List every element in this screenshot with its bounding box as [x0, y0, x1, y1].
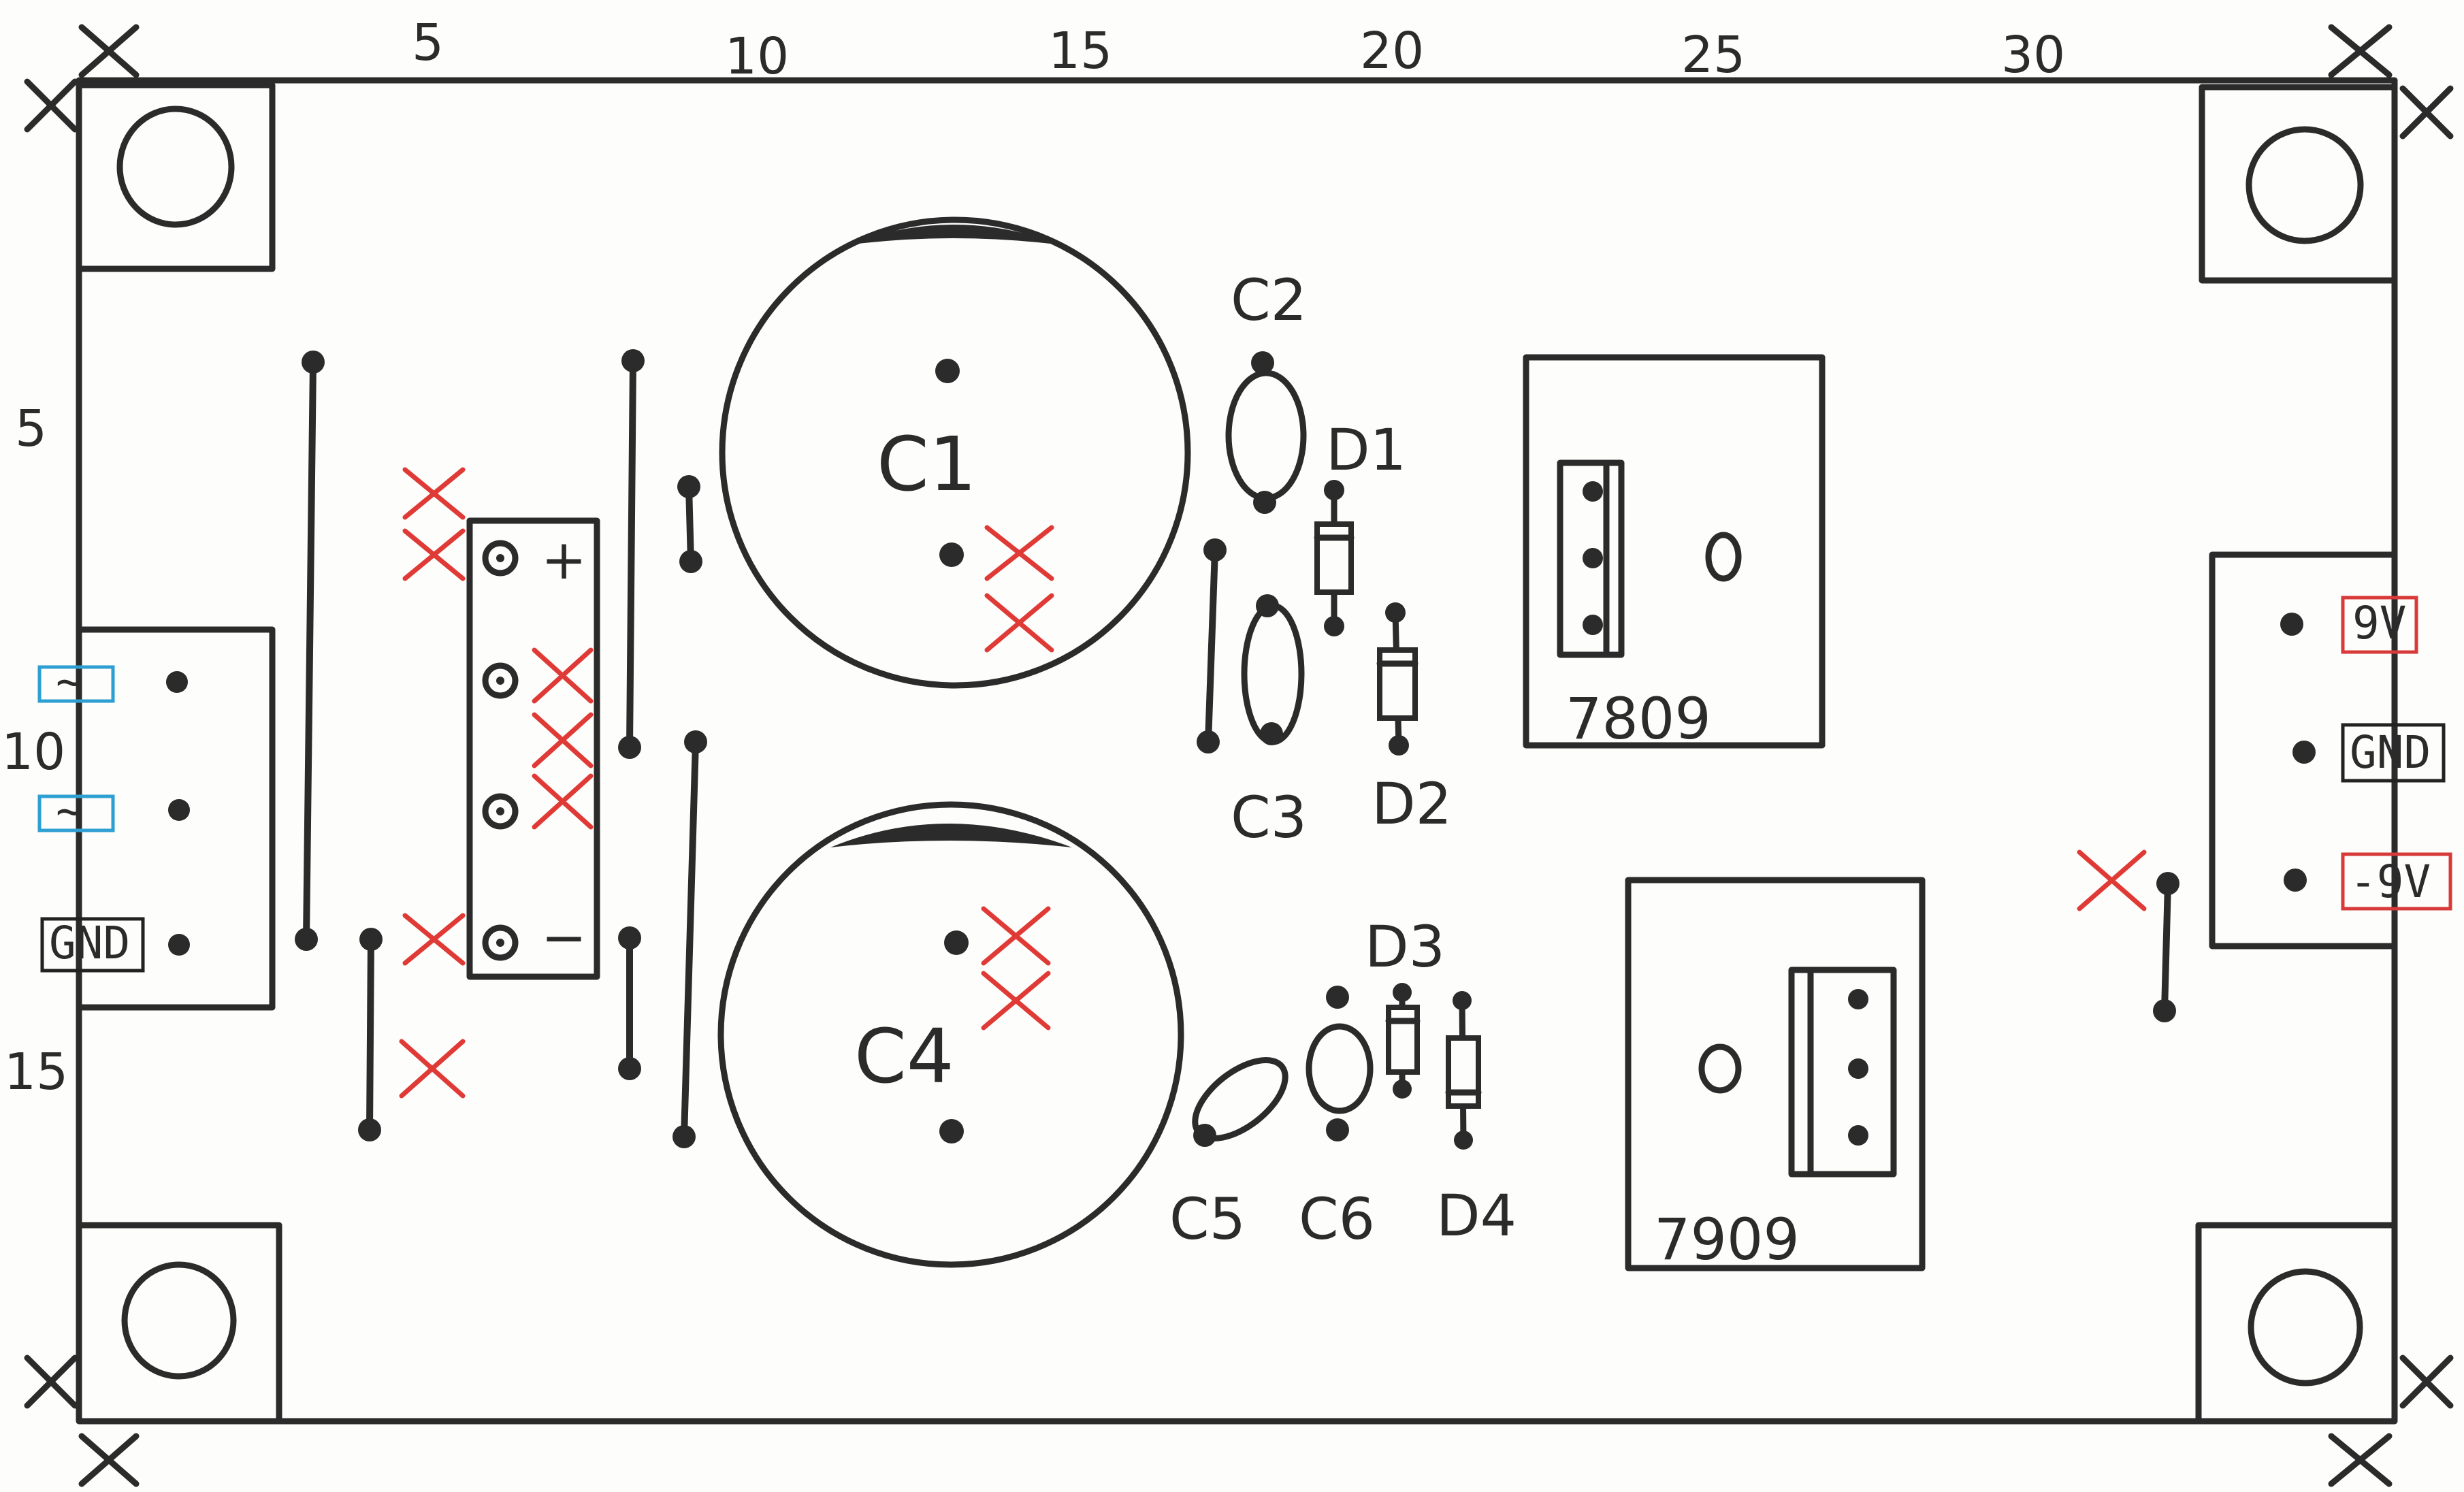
- input-ac2-tag: ~: [37, 785, 115, 837]
- diode-d3-label: D3: [1365, 913, 1445, 980]
- output-9v-tag: 9V: [2341, 596, 2418, 654]
- input-ac2-label: ~: [56, 785, 83, 837]
- ruler-left-15: 15: [4, 1043, 68, 1101]
- input-gnd-tag: GND: [40, 917, 145, 973]
- diode-d4: D4: [1436, 991, 1517, 1249]
- capacitor-c2-label: C2: [1231, 267, 1307, 334]
- output-neg9v-tag: -9V: [2341, 852, 2452, 911]
- capacitor-c4-label: C4: [854, 1013, 954, 1100]
- regulator-7909-label: 7909: [1654, 1206, 1800, 1273]
- capacitor-c2: C2: [1225, 267, 1307, 514]
- output-9v-label: 9V: [2352, 597, 2406, 649]
- bridge-rectifier: + −: [466, 517, 600, 980]
- capacitor-c3-label: C3: [1231, 784, 1307, 851]
- ruler-top-15: 15: [1048, 22, 1112, 80]
- output-connector: [2209, 551, 2398, 950]
- diode-d4-label: D4: [1436, 1182, 1517, 1249]
- board-outline: [76, 77, 2398, 1425]
- output-gnd-tag: GND: [2341, 723, 2446, 783]
- jumper-wires: [295, 349, 2179, 1148]
- diode-d2: D2: [1372, 602, 1452, 837]
- red-cross-marks: [399, 467, 2147, 1099]
- regulator-7909: 7909: [1625, 877, 1926, 1273]
- regulator-7809-label: 7809: [1566, 685, 1711, 752]
- ruler-left-5: 5: [15, 400, 47, 458]
- corner-marks: [24, 24, 2454, 1487]
- capacitor-c5-label: C5: [1169, 1186, 1246, 1252]
- ruler-top-10: 10: [725, 27, 789, 86]
- input-gnd-label: GND: [49, 917, 130, 969]
- ruler-left: 5 10 15: [1, 400, 68, 1101]
- ruler-top-30: 30: [2001, 26, 2065, 84]
- regulator-7809: 7809: [1523, 354, 1826, 752]
- diode-d3: D3: [1365, 913, 1445, 1099]
- diode-d1-label: D1: [1326, 417, 1406, 483]
- input-connector: [76, 626, 276, 1011]
- ruler-top: 5 10 15 20 25 30: [412, 14, 2065, 86]
- capacitor-c1: C1: [719, 216, 1191, 689]
- ruler-top-25: 25: [1681, 26, 1745, 84]
- output-gnd-label: GND: [2350, 726, 2431, 779]
- diode-d2-label: D2: [1372, 771, 1452, 837]
- mounting-hole-bottom-left: [76, 1222, 282, 1423]
- input-ac1-label: ~: [56, 655, 83, 708]
- capacitor-c6: C6: [1299, 986, 1375, 1252]
- capacitor-c4: C4: [717, 801, 1184, 1268]
- output-neg9v-label: -9V: [2350, 856, 2431, 908]
- mounting-hole-top-left: [76, 82, 276, 272]
- ruler-top-20: 20: [1360, 22, 1424, 80]
- mounting-hole-top-right: [2199, 84, 2398, 284]
- capacitor-c5: C5: [1169, 1057, 1288, 1252]
- capacitor-c1-label: C1: [877, 421, 977, 508]
- capacitor-c6-label: C6: [1299, 1186, 1375, 1252]
- ruler-left-10: 10: [1, 723, 65, 781]
- diode-d1: D1: [1314, 417, 1406, 636]
- bridge-plus-label: +: [541, 528, 587, 591]
- mounting-hole-bottom-right: [2195, 1222, 2398, 1423]
- ruler-top-5: 5: [412, 14, 444, 72]
- capacitor-c3: C3: [1231, 594, 1307, 851]
- input-ac1-tag: ~: [37, 655, 115, 708]
- bridge-minus-label: −: [541, 906, 587, 969]
